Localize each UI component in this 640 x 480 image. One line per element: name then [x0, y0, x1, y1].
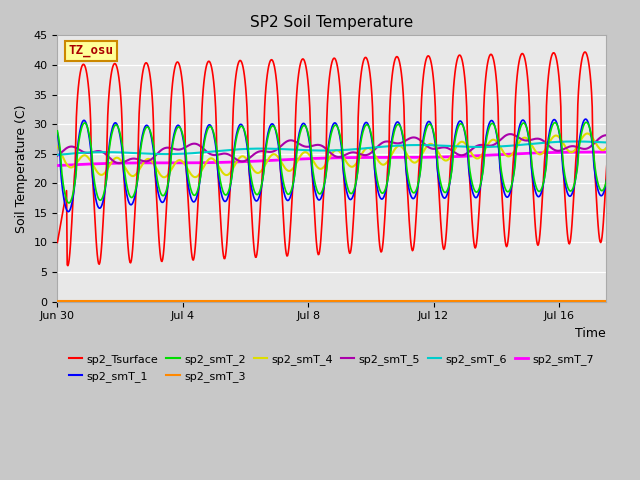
Legend: sp2_Tsurface, sp2_smT_1, sp2_smT_2, sp2_smT_3, sp2_smT_4, sp2_smT_5, sp2_smT_6, : sp2_Tsurface, sp2_smT_1, sp2_smT_2, sp2_… [65, 350, 598, 386]
Text: TZ_osu: TZ_osu [68, 44, 113, 57]
Y-axis label: Soil Temperature (C): Soil Temperature (C) [15, 104, 28, 233]
Title: SP2 Soil Temperature: SP2 Soil Temperature [250, 15, 413, 30]
X-axis label: Time: Time [575, 327, 606, 340]
